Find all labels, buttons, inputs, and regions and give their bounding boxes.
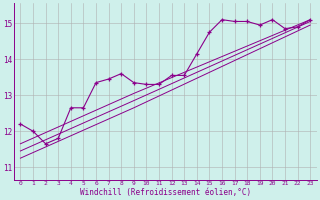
X-axis label: Windchill (Refroidissement éolien,°C): Windchill (Refroidissement éolien,°C): [80, 188, 251, 197]
